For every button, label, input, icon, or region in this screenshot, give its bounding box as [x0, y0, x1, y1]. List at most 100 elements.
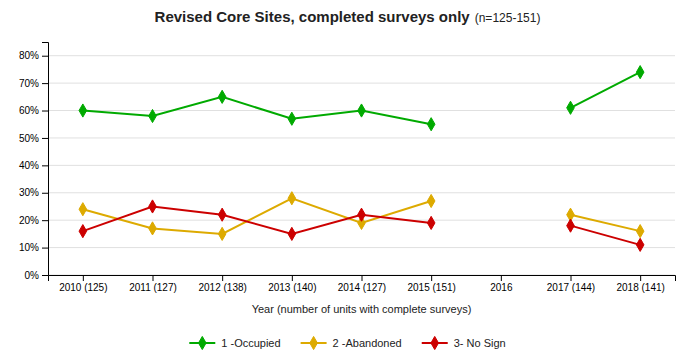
legend-swatch-marker	[198, 336, 206, 349]
point	[149, 222, 157, 235]
x-tick-label: 2011 (127)	[129, 282, 177, 293]
series-line	[83, 198, 640, 234]
point	[288, 112, 296, 125]
point	[567, 219, 575, 232]
x-tick-mark	[222, 275, 223, 281]
x-tick-mark	[640, 275, 641, 281]
point	[79, 225, 87, 238]
point	[636, 225, 644, 238]
series	[79, 66, 644, 131]
point	[218, 90, 226, 103]
point	[149, 109, 157, 122]
y-tick-label: 50%	[19, 133, 39, 144]
y-tick-label: 0%	[25, 270, 40, 281]
plot-area	[79, 66, 644, 252]
point	[636, 238, 644, 251]
title-group: Revised Core Sites, completed surveys on…	[155, 8, 541, 25]
x-tick: 2018 (141)	[616, 275, 664, 293]
y-tick: 80%	[19, 50, 48, 61]
x-tick: 2014 (127)	[338, 275, 386, 293]
point	[427, 216, 435, 229]
point	[218, 227, 226, 240]
y-tick-label: 80%	[19, 50, 39, 61]
point	[79, 203, 87, 216]
y-tick-mark	[42, 56, 48, 57]
x-tick: 2017 (144)	[547, 275, 595, 293]
grid	[48, 56, 675, 275]
y-tick: 60%	[19, 105, 48, 116]
y-tick-label: 40%	[19, 160, 39, 171]
x-tick-mark	[571, 275, 572, 281]
x-axis: 2010 (125) 2011 (127) 2012 (138) 2013 (140)…	[49, 275, 676, 293]
point	[288, 192, 296, 205]
point	[149, 200, 157, 213]
x-tick: 2016	[490, 275, 513, 293]
x-tick-mark	[431, 275, 432, 281]
x-tick-label: 2010 (125)	[59, 282, 107, 293]
y-axis: 0% 10% 20% 30% 40% 50% 60% 70% 80%	[19, 43, 49, 281]
point	[218, 208, 226, 221]
series-line	[83, 206, 640, 244]
point	[427, 194, 435, 207]
y-tick: 20%	[19, 215, 48, 226]
x-tick-mark	[501, 275, 502, 281]
point	[358, 104, 366, 117]
x-tick-mark	[153, 275, 154, 281]
y-tick-label: 60%	[19, 105, 39, 116]
x-tick-mark	[83, 275, 84, 281]
y-tick: 50%	[19, 133, 48, 144]
y-tick-mark	[42, 165, 48, 166]
x-axis-title: Year (number of units with complete surv…	[252, 303, 472, 315]
x-tick-mark	[292, 275, 293, 281]
x-tick-label: 2015 (151)	[407, 282, 455, 293]
y-tick-mark	[42, 111, 48, 112]
series	[79, 200, 644, 252]
legend-swatch-marker	[310, 336, 318, 349]
grid-line	[48, 165, 675, 166]
y-tick-label: 20%	[19, 215, 39, 226]
legend-label: 1 -Occupied	[221, 337, 280, 349]
y-tick-mark	[42, 138, 48, 139]
x-tick: 2012 (138)	[198, 275, 246, 293]
y-tick-mark	[42, 83, 48, 84]
point	[427, 118, 435, 131]
y-tick-label: 70%	[19, 78, 39, 89]
point	[567, 101, 575, 114]
x-tick-mark	[362, 275, 363, 281]
legend-label: 3- No Sign	[454, 337, 506, 349]
y-tick: 0%	[25, 270, 48, 281]
x-tick: 2011 (127)	[129, 275, 177, 293]
legend-item: 2 -Abandoned	[301, 336, 402, 349]
x-tick: 2013 (140)	[268, 275, 316, 293]
grid-line	[48, 55, 675, 56]
point	[636, 66, 644, 79]
legend-item: 3- No Sign	[422, 336, 506, 349]
grid-line	[48, 137, 675, 138]
y-tick: 30%	[19, 187, 48, 198]
grid-line	[48, 192, 675, 193]
point	[79, 104, 87, 117]
y-tick-label: 10%	[19, 242, 39, 253]
title: Revised Core Sites, completed surveys on…	[155, 8, 471, 25]
y-tick: 40%	[19, 160, 48, 171]
y-axis-line	[42, 43, 49, 276]
x-tick-label: 2017 (144)	[547, 282, 595, 293]
y-tick-mark	[42, 275, 48, 276]
y-tick: 10%	[19, 242, 48, 253]
x-axis-line	[49, 276, 676, 282]
y-tick-mark	[42, 248, 48, 249]
y-tick-mark	[42, 193, 48, 194]
y-tick-label: 30%	[19, 187, 39, 198]
x-tick-label: 2012 (138)	[198, 282, 246, 293]
point	[288, 227, 296, 240]
legend-item: 1 -Occupied	[189, 336, 280, 349]
legend-label: 2 -Abandoned	[333, 337, 402, 349]
x-tick-label: 2018 (141)	[616, 282, 664, 293]
x-tick-label: 2014 (127)	[338, 282, 386, 293]
point	[358, 208, 366, 221]
grid-line	[48, 247, 675, 248]
x-tick: 2015 (151)	[407, 275, 455, 293]
x-tick: 2010 (125)	[59, 275, 107, 293]
x-tick-label: 2016	[490, 282, 513, 293]
grid-line	[48, 83, 675, 84]
